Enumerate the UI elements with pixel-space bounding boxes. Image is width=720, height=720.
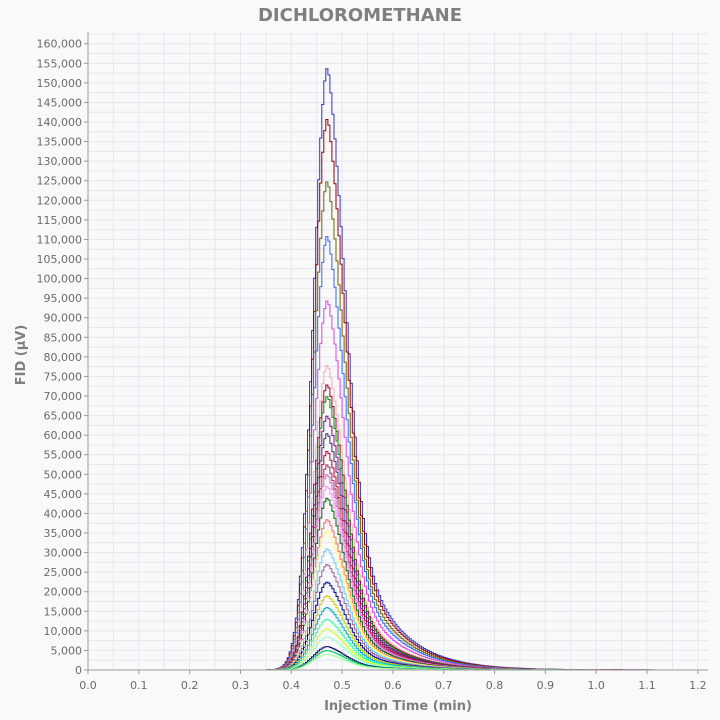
series-line-7 [88,384,680,671]
y-tick-label: 140,000 [37,116,83,129]
x-tick-label: 1.0 [587,679,605,692]
y-axis-label: FID (µV) [14,325,29,386]
y-tick-label: 95,000 [44,292,83,305]
y-tick-label: 65,000 [44,410,83,423]
y-tick-label: 130,000 [37,155,83,168]
x-tick-label: 0.3 [232,679,250,692]
x-tick-label: 0.5 [333,679,351,692]
x-tick-label: 0.0 [79,679,97,692]
series-line-3 [88,181,680,671]
y-tick-label: 70,000 [44,390,83,403]
y-tick-label: 55,000 [44,449,83,462]
y-tick-label: 110,000 [37,233,83,246]
x-tick-label: 0.4 [283,679,301,692]
y-tick-label: 25,000 [44,566,83,579]
x-tick-label: 0.1 [130,679,148,692]
grid-lines [87,32,708,671]
y-tick-label: 20,000 [44,586,83,599]
y-tick-label: 90,000 [44,312,83,325]
y-tick-label: 155,000 [37,57,83,70]
axes [87,32,708,671]
y-tick-label: 150,000 [37,77,83,90]
series-line-1 [88,68,680,671]
x-tick-label: 0.9 [537,679,555,692]
x-tick-label: 0.6 [384,679,402,692]
y-tick-label: 115,000 [37,214,83,227]
y-tick-label: 160,000 [37,38,83,51]
y-tick-label: 100,000 [37,273,83,286]
y-tick-label: 145,000 [37,96,83,109]
y-tick-label: 85,000 [44,331,83,344]
y-tick-label: 60,000 [44,429,83,442]
series-line-2 [88,119,680,671]
series-line-10 [88,433,680,671]
y-axis-ticks: 0 5,000 10,000 15,000 20,000 25,000 30,000 35,0… [37,38,88,677]
x-axis-label: Injection Time (min) [324,699,472,714]
y-tick-label: 120,000 [37,194,83,207]
y-tick-label: 35,000 [44,527,83,540]
y-tick-label: 10,000 [44,625,83,638]
y-tick-label: 50,000 [44,468,83,481]
y-tick-label: 0 [75,664,82,677]
series-line-6 [88,365,680,671]
chart-title: DICHLOROMETHANE [258,5,462,26]
y-tick-label: 30,000 [44,547,83,560]
y-tick-label: 75,000 [44,370,83,383]
y-tick-label: 15,000 [44,605,83,618]
x-tick-label: 0.8 [486,679,504,692]
y-tick-label: 40,000 [44,507,83,520]
x-axis-ticks: 0.0 0.1 0.2 0.3 0.4 0.5 0.6 0.7 0.8 0.9 1.0 1.1 1.2 [79,670,707,692]
series-line-24 [88,628,680,671]
series-lines [88,68,680,671]
x-tick-label: 1.1 [638,679,656,692]
y-tick-label: 45,000 [44,488,83,501]
y-tick-label: 105,000 [37,253,83,266]
x-tick-label: 0.7 [435,679,453,692]
y-tick-label: 125,000 [37,175,83,188]
x-tick-label: 0.2 [181,679,199,692]
y-tick-label: 80,000 [44,351,83,364]
x-tick-label: 1.2 [689,679,707,692]
y-tick-label: 135,000 [37,136,83,149]
y-tick-label: 5,000 [51,644,83,657]
